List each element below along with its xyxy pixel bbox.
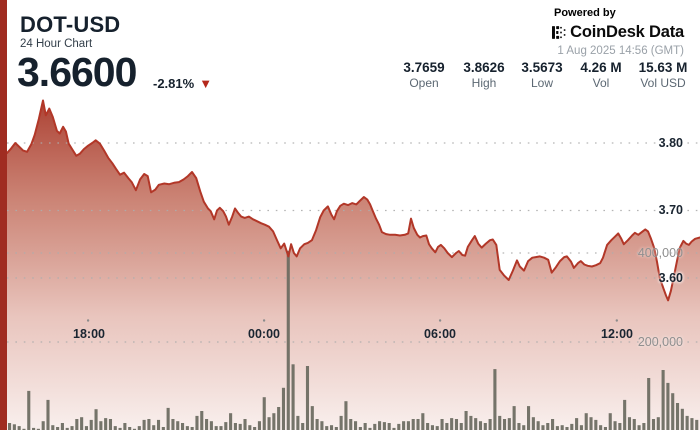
price-tick-3-70: 3.70 <box>658 203 683 217</box>
stat-low: 3.5673 Low <box>512 60 572 91</box>
stat-high-value: 3.8626 <box>463 60 505 75</box>
time-tick-12-00: 12:00 <box>601 327 633 341</box>
stat-open-label: Open <box>409 76 439 90</box>
coindesk-brand-name: CoinDesk Data <box>570 23 684 41</box>
change-percent: -2.81% <box>153 76 195 91</box>
stat-open-value: 3.7659 <box>403 60 445 75</box>
stat-vol: 4.26 M Vol <box>571 60 631 91</box>
down-triangle-icon: ▼ <box>199 76 213 91</box>
time-tick-18-00: 18:00 <box>73 327 105 341</box>
price-tick-3-80: 3.80 <box>658 136 683 150</box>
stat-open: 3.7659 Open <box>394 60 454 91</box>
stat-vol-usd: 15.63 M Vol USD <box>627 60 699 91</box>
stat-high-label: High <box>471 76 497 90</box>
time-tick-06-00: 06:00 <box>424 327 456 341</box>
current-price: 3.6600 <box>17 49 137 95</box>
price-change: -2.81% ▼ <box>153 76 212 91</box>
chart-timestamp: 1 Aug 2025 14:56 (GMT) <box>557 45 684 57</box>
stat-low-label: Low <box>530 76 553 90</box>
coindesk-brand-row[interactable]: CoinDesk Data <box>552 23 684 42</box>
stat-vol-value: 4.26 M <box>580 60 622 75</box>
price-tick-3-60: 3.60 <box>658 271 683 285</box>
stat-vol-label: Vol <box>592 76 610 90</box>
stat-vol-usd-value: 15.63 M <box>638 60 688 75</box>
chart-subtitle: 24 Hour Chart <box>20 38 93 50</box>
powered-by-label: Powered by <box>554 7 616 19</box>
time-tick-00-00: 00:00 <box>248 327 280 341</box>
coindesk-logo-icon <box>552 26 566 39</box>
volume-tick-400k: 400,000 <box>637 246 683 260</box>
stat-vol-usd-label: Vol USD <box>640 76 686 90</box>
powered-by-block[interactable]: Powered by CoinDesk Data 1 Aug 2025 14:5… <box>552 7 684 57</box>
left-accent-bar <box>0 0 7 430</box>
stat-high: 3.8626 High <box>454 60 514 91</box>
stat-low-value: 3.5673 <box>521 60 563 75</box>
symbol-title: DOT-USD <box>20 12 121 37</box>
volume-tick-200k: 200,000 <box>637 335 683 349</box>
